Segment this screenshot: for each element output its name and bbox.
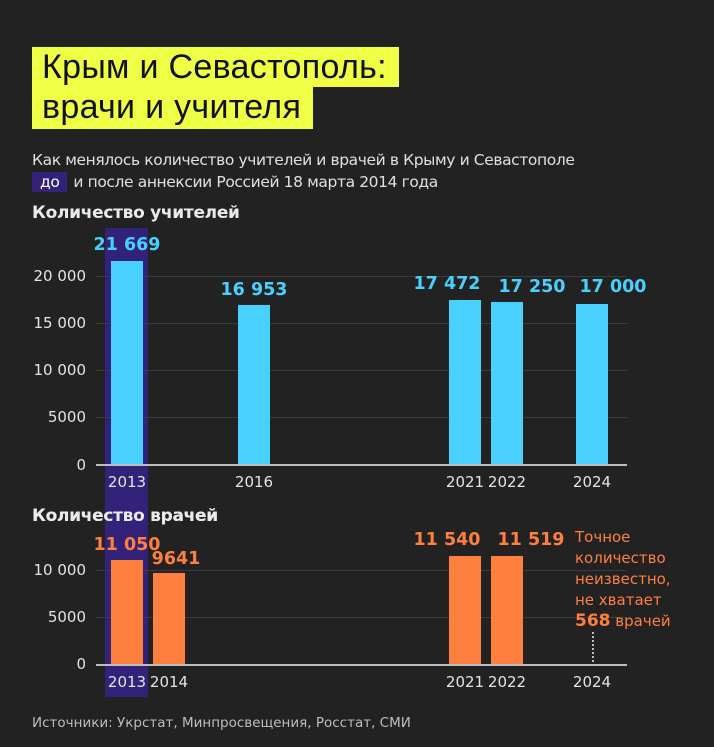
teachers-x-axis (96, 464, 627, 466)
doctors-grid-5000 (96, 617, 627, 618)
annotation-dotted-leader (592, 632, 594, 662)
annotation-line: Точное (575, 528, 631, 546)
doctors-x-label: 2013 (107, 673, 147, 691)
teachers-bar-2016 (238, 305, 270, 465)
teachers-value-label: 16 953 (220, 280, 288, 300)
title-line-2: врачи и учителя (32, 87, 314, 129)
teachers-value-label: 21 669 (93, 235, 161, 255)
annotation-line: количество (575, 549, 666, 567)
doctors-x-axis (96, 664, 627, 666)
subtitle-line-2: до и после аннексии Россией 18 марта 2014… (32, 172, 438, 192)
teachers-x-label: 2016 (234, 473, 274, 491)
doctors-value-label: 9641 (151, 549, 201, 569)
teachers-ytick: 20 000 (33, 267, 87, 285)
teachers-value-label: 17 472 (413, 274, 481, 294)
doctors-bar-2014 (153, 573, 185, 664)
doctors-x-label: 2014 (149, 673, 189, 691)
doctors-grid-10000 (96, 570, 627, 571)
annotation-line: не хватает (575, 591, 662, 609)
doctors-2024-annotation: Точное количество неизвестно, не хватает… (575, 527, 671, 632)
doctors-ytick: 0 (76, 655, 86, 673)
teachers-value-label: 17 000 (579, 277, 647, 297)
before-tag: до (32, 172, 68, 192)
subtitle-line-2-text: и после аннексии Россией 18 марта 2014 г… (73, 173, 438, 191)
doctors-value-label: 11 540 (413, 530, 481, 550)
doctors-bar-2013 (111, 560, 143, 664)
shortage-number: 568 (575, 611, 611, 631)
teachers-grid-5000 (96, 417, 627, 418)
teachers-bar-2022 (491, 302, 523, 465)
teachers-ytick: 15 000 (33, 314, 87, 332)
doctors-x-label: 2021 (445, 673, 485, 691)
teachers-ytick: 10 000 (33, 361, 87, 379)
teachers-ytick: 0 (76, 456, 86, 474)
annotation-line: 568 врачей (575, 611, 671, 632)
doctors-bar-2022 (491, 556, 523, 664)
title-line-1: Крым и Севастополь: (32, 47, 399, 87)
doctors-x-label: 2022 (487, 673, 527, 691)
annotation-tail: врачей (615, 612, 671, 630)
doctors-x-label: 2024 (572, 673, 612, 691)
teachers-x-label: 2021 (445, 473, 485, 491)
teachers-section-title: Количество учителей (32, 203, 240, 223)
teachers-grid-15000 (96, 323, 627, 324)
teachers-x-label: 2013 (107, 473, 147, 491)
doctors-section-title-overlay: Количество врачей (32, 506, 218, 526)
teachers-grid-20000 (96, 276, 627, 277)
annotation-line: неизвестно, (575, 570, 671, 588)
doctors-value-label: 11 050 (93, 535, 161, 555)
teachers-x-label: 2024 (572, 473, 612, 491)
teachers-ytick: 5000 (47, 408, 86, 426)
teachers-bar-2024 (576, 304, 608, 465)
subtitle-line-1: Как менялось количество учителей и враче… (32, 151, 575, 169)
teachers-bar-2013 (111, 261, 143, 465)
doctors-value-label: 11 519 (497, 530, 565, 550)
teachers-grid-10000 (96, 370, 627, 371)
teachers-x-label: 2022 (487, 473, 527, 491)
doctors-ytick: 10 000 (33, 561, 87, 579)
doctors-ytick: 5000 (47, 608, 86, 626)
doctors-bar-2021 (449, 556, 481, 664)
teachers-value-label: 17 250 (498, 277, 566, 297)
sources-footnote: Источники: Укрстат, Минпросвещения, Росс… (32, 715, 411, 731)
teachers-bar-2021 (449, 300, 481, 465)
